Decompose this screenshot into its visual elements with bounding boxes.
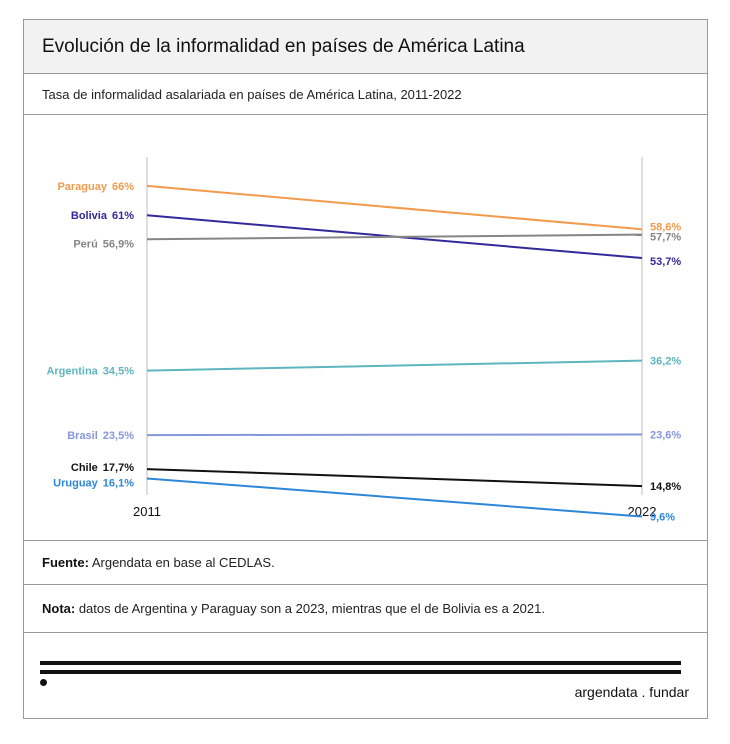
source-label: Fuente: xyxy=(42,555,89,570)
brand-logo-text: argendata . fundar xyxy=(574,684,689,700)
start-label-argentina: Argentina 34,5% xyxy=(46,366,134,378)
brand-bar-bottom xyxy=(40,670,681,674)
title-bar: Evolución de la informalidad en países d… xyxy=(24,20,707,74)
start-label-bolivia: Bolivia 61% xyxy=(71,210,134,222)
series-line-brasil xyxy=(146,433,643,437)
start-label-peru: Perú 56,9% xyxy=(73,238,134,250)
source-row: Fuente: Argendata en base al CEDLAS. xyxy=(24,540,707,585)
lines-layer xyxy=(146,184,643,518)
x-tick-label: 2011 xyxy=(133,504,161,519)
end-label-bolivia: 53,7% xyxy=(650,256,681,268)
axes-layer: 2011 2022 xyxy=(133,157,656,519)
series-line-argentina xyxy=(146,359,643,372)
start-label-uruguay: Uruguay 16,1% xyxy=(53,477,134,489)
data-note: Nota: datos de Argentina y Paraguay son … xyxy=(42,601,545,616)
note-text: datos de Argentina y Paraguay son a 2023… xyxy=(75,601,545,616)
series-line-uruguay xyxy=(146,477,643,518)
start-label-paraguay: Paraguay 66% xyxy=(57,181,134,193)
chart-card: Evolución de la informalidad en países d… xyxy=(23,19,708,719)
note-row: Nota: datos de Argentina y Paraguay son … xyxy=(24,585,707,633)
end-label-argentina: 36,2% xyxy=(650,356,681,368)
chart-title: Evolución de la informalidad en países d… xyxy=(42,36,525,57)
brand-dot xyxy=(40,679,47,686)
end-label-paraguay: 58,6% xyxy=(650,221,681,233)
source-note: Fuente: Argendata en base al CEDLAS. xyxy=(42,555,275,570)
end-label-uruguay: 9,6% xyxy=(650,512,675,524)
series-line-peru xyxy=(146,233,643,241)
note-label: Nota: xyxy=(42,601,76,616)
start-label-brasil: Brasil 23,5% xyxy=(67,430,134,442)
slope-chart: 2011 2022 Paraguay 66% 58,6% Bolivia 61% 53,7%… xyxy=(46,157,681,524)
start-label-chile: Chile 17,7% xyxy=(71,462,134,474)
series-line-paraguay xyxy=(146,184,643,231)
source-text: Argendata en base al CEDLAS. xyxy=(88,555,275,570)
subtitle-row: Tasa de informalidad asalariada en paíse… xyxy=(24,74,707,115)
chart-subtitle: Tasa de informalidad asalariada en paíse… xyxy=(42,87,462,102)
brand-bar-top xyxy=(40,661,681,665)
series-line-chile xyxy=(146,468,643,488)
end-label-peru: 57,7% xyxy=(650,232,681,244)
end-label-chile: 14,8% xyxy=(650,481,681,493)
end-label-brasil: 23,6% xyxy=(650,429,681,441)
labels-layer: Paraguay 66% 58,6% Bolivia 61% 53,7% Perú 56,9%… xyxy=(46,181,681,524)
